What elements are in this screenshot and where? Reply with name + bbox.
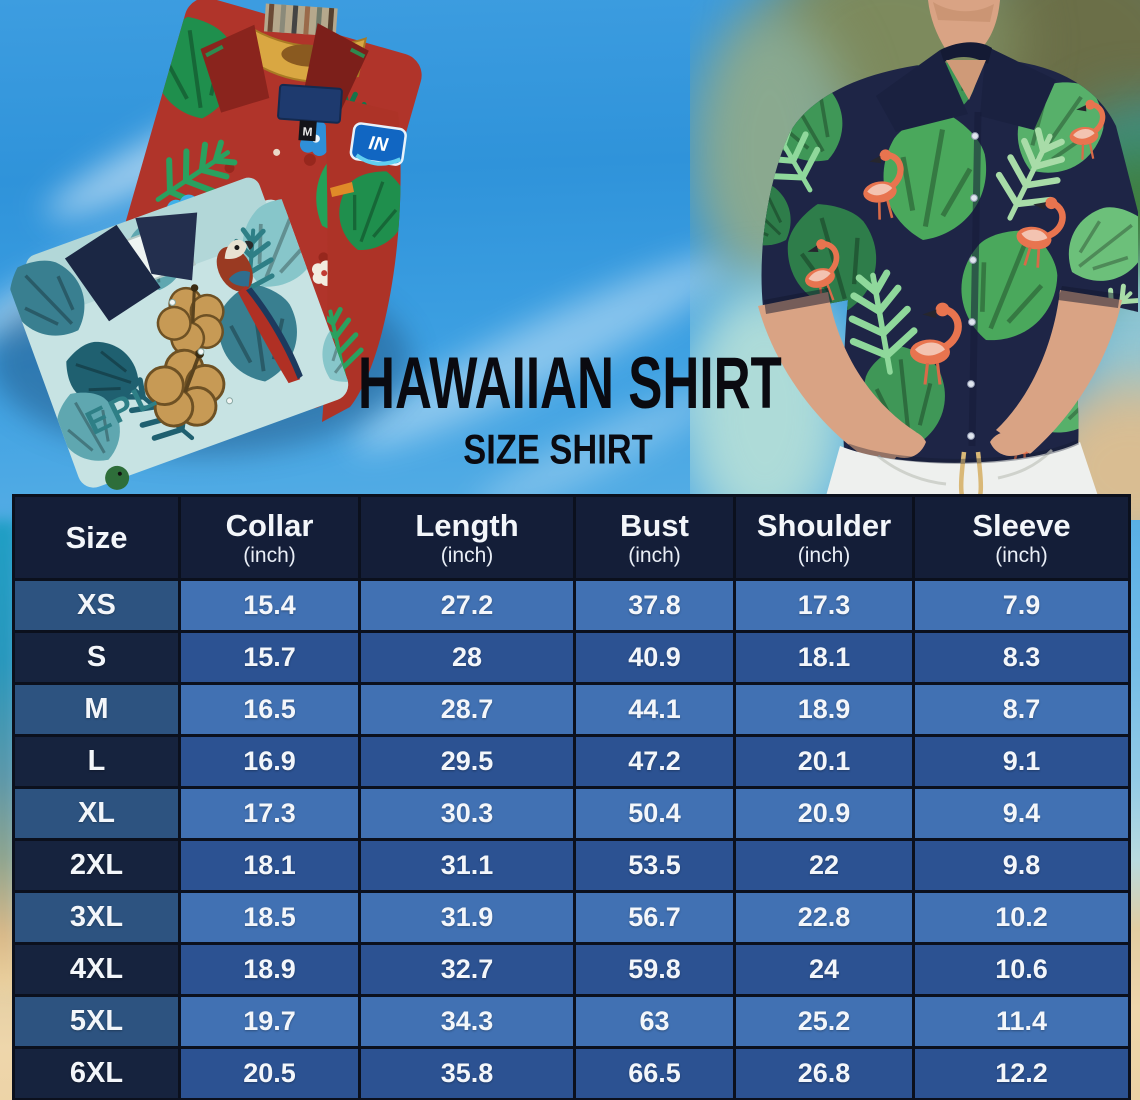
value-cell: 9.8	[912, 838, 1131, 893]
table-row: XL 17.3 30.3 50.4 20.9 9.4	[12, 786, 1131, 841]
table-row: S 15.7 28 40.9 18.1 8.3	[12, 630, 1131, 685]
table-row: L 16.9 29.5 47.2 20.1 9.1	[12, 734, 1131, 789]
value-cell: 63	[573, 994, 736, 1049]
value-cell: 25.2	[733, 994, 915, 1049]
value-cell: 24	[733, 942, 915, 997]
value-cell: 11.4	[912, 994, 1131, 1049]
column-header-sleeve: Sleeve (inch)	[912, 494, 1131, 581]
size-cell: 4XL	[12, 942, 181, 997]
value-cell: 29.5	[358, 734, 576, 789]
value-cell: 10.2	[912, 890, 1131, 945]
value-cell: 18.9	[178, 942, 361, 997]
value-cell: 40.9	[573, 630, 736, 685]
size-cell: 3XL	[12, 890, 181, 945]
value-cell: 30.3	[358, 786, 576, 841]
value-cell: 18.1	[178, 838, 361, 893]
size-table-body: XS 15.4 27.2 37.8 17.3 7.9 S 15.7 28 40.9 18.1 8.3 M…	[12, 578, 1131, 1100]
value-cell: 22	[733, 838, 915, 893]
value-cell: 31.1	[358, 838, 576, 893]
value-cell: 18.9	[733, 682, 915, 737]
size-table-header: Size Collar (inch) Length (inch) Bust (inch…	[12, 494, 1131, 581]
value-cell: 18.5	[178, 890, 361, 945]
hibiscus-print	[144, 284, 226, 428]
value-cell: 20.9	[733, 786, 915, 841]
value-cell: 66.5	[573, 1046, 736, 1100]
value-cell: 20.1	[733, 734, 915, 789]
value-cell: 44.1	[573, 682, 736, 737]
value-cell: 8.3	[912, 630, 1131, 685]
value-cell: 26.8	[733, 1046, 915, 1100]
value-cell: 7.9	[912, 578, 1131, 633]
size-cell: 6XL	[12, 1046, 181, 1100]
value-cell: 8.7	[912, 682, 1131, 737]
value-cell: 9.4	[912, 786, 1131, 841]
size-cell: 2XL	[12, 838, 181, 893]
table-row: 2XL 18.1 31.1 53.5 22 9.8	[12, 838, 1131, 893]
page-title: HAWAIIAN SHIRT	[358, 341, 782, 425]
value-cell: 47.2	[573, 734, 736, 789]
value-cell: 37.8	[573, 578, 736, 633]
table-row: M 16.5 28.7 44.1 18.9 8.7	[12, 682, 1131, 737]
column-header-shoulder: Shoulder (inch)	[733, 494, 915, 581]
value-cell: 50.4	[573, 786, 736, 841]
value-cell: 59.8	[573, 942, 736, 997]
page-subtitle: SIZE SHIRT	[463, 425, 653, 473]
value-cell: 17.3	[178, 786, 361, 841]
value-cell: 35.8	[358, 1046, 576, 1100]
value-cell: 28.7	[358, 682, 576, 737]
value-cell: 20.5	[178, 1046, 361, 1100]
value-cell: 28	[358, 630, 576, 685]
size-cell: XS	[12, 578, 181, 633]
value-cell: 16.9	[178, 734, 361, 789]
hero-model-photo	[758, 0, 1139, 496]
value-cell: 34.3	[358, 994, 576, 1049]
value-cell: 31.9	[358, 890, 576, 945]
value-cell: 22.8	[733, 890, 915, 945]
hero-shirts-photo: M IN	[0, 0, 460, 490]
value-cell: 15.7	[178, 630, 361, 685]
size-cell: L	[12, 734, 181, 789]
column-header-size: Size	[12, 494, 181, 581]
column-header-collar: Collar (inch)	[178, 494, 361, 581]
value-cell: 53.5	[573, 838, 736, 893]
red-shirt-size-tag: M	[302, 124, 313, 139]
value-cell: 56.7	[573, 890, 736, 945]
value-cell: 9.1	[912, 734, 1131, 789]
size-table: Size Collar (inch) Length (inch) Bust (inch…	[12, 494, 1131, 1100]
table-row: 5XL 19.7 34.3 63 25.2 11.4	[12, 994, 1131, 1049]
table-row: 6XL 20.5 35.8 66.5 26.8 12.2	[12, 1046, 1131, 1100]
red-shirt-brand-patch: IN	[349, 122, 407, 166]
value-cell: 15.4	[178, 578, 361, 633]
value-cell: 32.7	[358, 942, 576, 997]
size-cell: S	[12, 630, 181, 685]
column-header-bust: Bust (inch)	[573, 494, 736, 581]
size-cell: M	[12, 682, 181, 737]
value-cell: 27.2	[358, 578, 576, 633]
value-cell: 19.7	[178, 994, 361, 1049]
size-cell: XL	[12, 786, 181, 841]
teal-shirt: EPL	[1, 177, 353, 490]
value-cell: 10.6	[912, 942, 1131, 997]
parrot-print	[216, 239, 303, 384]
value-cell: 16.5	[178, 682, 361, 737]
column-header-length: Length (inch)	[358, 494, 576, 581]
table-row: 4XL 18.9 32.7 59.8 24 10.6	[12, 942, 1131, 997]
value-cell: 12.2	[912, 1046, 1131, 1100]
red-shirt-logo-text: IN	[367, 133, 390, 157]
size-cell: 5XL	[12, 994, 181, 1049]
value-cell: 18.1	[733, 630, 915, 685]
value-cell: 17.3	[733, 578, 915, 633]
title-block: HAWAIIAN SHIRT SIZE SHIRT	[308, 342, 808, 473]
table-row: 3XL 18.5 31.9 56.7 22.8 10.2	[12, 890, 1131, 945]
table-row: XS 15.4 27.2 37.8 17.3 7.9	[12, 578, 1131, 633]
